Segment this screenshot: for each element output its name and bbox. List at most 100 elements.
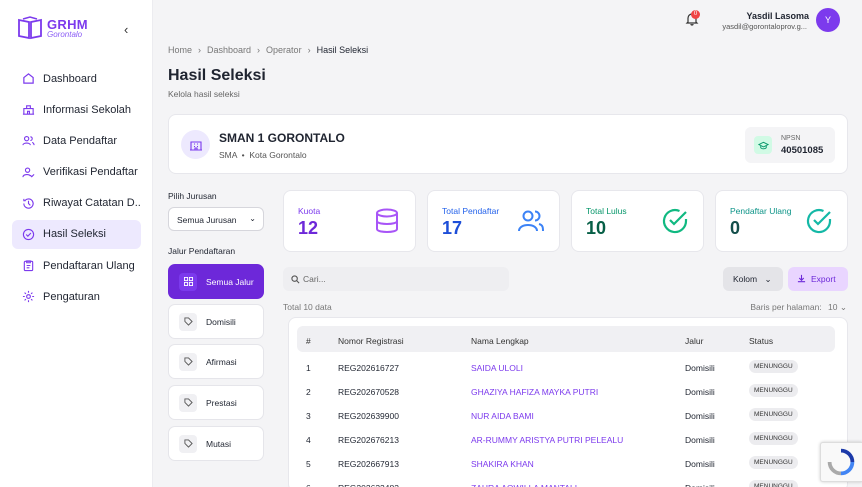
page-subtitle: Kelola hasil seleksi [168,89,240,99]
clipboard-icon [23,260,34,272]
status-badge: MENUNGGU [749,384,798,397]
sidebar-item-informasi-sekolah[interactable]: Informasi Sekolah [12,95,141,124]
rows-per-page-value: 10 [828,302,838,312]
row-nomor-registrasi: REG202676213 [338,435,399,445]
row-index: 6 [306,483,311,487]
sidebar-item-riwayat-catatan[interactable]: Riwayat Catatan D... [12,189,141,218]
sidebar-item-pengaturan[interactable]: Pengaturan [12,282,141,311]
breadcrumb-home[interactable]: Home [168,45,193,55]
sidebar-item-label: Pengaturan [43,290,100,303]
table-header: # Nomor Registrasi Nama Lengkap Jalur St… [297,326,835,352]
table-row[interactable]: 6 REG202633483 ZAHRA AQWILLA MANTALI Domisi… [297,475,835,487]
table-row[interactable]: 3 REG202639900 NUR AIDA BAMI Domisili MENUNG… [297,403,835,427]
stat-value: 10 [586,218,607,238]
row-jalur: Domisili [685,459,715,469]
row-jalur: Domisili [685,435,715,445]
school-name: SMAN 1 GORONTALO [219,131,345,145]
row-nomor-registrasi: REG202667913 [338,459,399,469]
jalur-afirmasi[interactable]: Afirmasi [168,344,264,379]
breadcrumb-dashboard[interactable]: Dashboard [207,45,252,55]
jalur-label-text: Afirmasi [206,356,237,367]
header-jalur[interactable]: Jalur [685,336,704,346]
rows-per-page[interactable]: Baris per halaman: 10 ⌄ [750,302,847,313]
kolom-label: Kolom [733,274,758,284]
logo[interactable]: GRHM Gorontalo [17,16,88,40]
header-status[interactable]: Status [749,336,774,346]
kolom-button[interactable]: Kolom ⌄ [723,267,783,291]
stat-kuota: Kuota 12 [283,190,416,252]
home-icon [23,73,34,84]
jalur-domisili[interactable]: Domisili [168,304,264,339]
graduation-cap-icon [754,136,772,154]
sidebar-item-dashboard[interactable]: Dashboard [12,64,141,93]
jalur-label-text: Prestasi [206,397,237,408]
jurusan-select[interactable]: Semua Jurusan ⌄ [168,207,264,231]
row-nama-lengkap[interactable]: SHAKIRA KHAN [471,459,534,469]
recaptcha-badge[interactable] [820,442,862,482]
breadcrumb-separator-icon: › [307,45,311,55]
table-row[interactable]: 4 REG202676213 AR-RUMMY ARISTYA PUTRI PELE… [297,427,835,451]
stat-pendaftar-ulang: Pendaftar Ulang 0 [715,190,848,252]
school-card: SMAN 1 GORONTALO SMA • Kota Gorontalo NP… [168,114,848,174]
jalur-prestasi[interactable]: Prestasi [168,385,264,420]
users-icon [518,210,544,232]
breadcrumb-operator[interactable]: Operator [266,45,302,55]
sidebar-item-label: Informasi Sekolah [43,103,132,116]
user-check-icon [22,167,35,178]
npsn-label: NPSN [781,135,801,142]
page-title: Hasil Seleksi [168,67,266,84]
row-nama-lengkap[interactable]: NUR AIDA BAMI [471,411,534,421]
sidebar-item-verifikasi-pendaftar[interactable]: Verifikasi Pendaftar [12,158,141,187]
logo-title: GRHM [47,16,88,32]
row-nama-lengkap[interactable]: SAIDA ULOLI [471,363,523,373]
jalur-label: Jalur Pendaftaran [168,246,236,256]
sidebar-item-label: Data Pendaftar [43,134,117,147]
check-circle-icon [662,208,688,234]
stat-label: Total Pendaftar [442,206,500,216]
sidebar-item-data-pendaftar[interactable]: Data Pendaftar [12,126,141,155]
row-nama-lengkap[interactable]: ZAHRA AQWILLA MANTALI [471,483,577,487]
sidebar-item-label: Hasil Seleksi [43,228,106,241]
tag-icon [179,352,197,371]
breadcrumb-separator-icon: › [198,45,202,55]
results-table: # Nomor Registrasi Nama Lengkap Jalur St… [288,317,848,487]
users-icon [22,136,35,146]
row-nama-lengkap[interactable]: AR-RUMMY ARISTYA PUTRI PELEALU [471,435,624,445]
stat-total-pendaftar: Total Pendaftar 17 [427,190,560,252]
stat-value: 17 [442,218,463,238]
jalur-mutasi[interactable]: Mutasi [168,426,264,461]
jalur-label-text: Mutasi [206,438,232,449]
export-button[interactable]: Export [788,267,848,291]
row-jalur: Domisili [685,387,715,397]
export-label: Export [811,274,836,284]
jurusan-value: Semua Jurusan [177,215,237,225]
npsn-value: 40501085 [781,145,824,156]
table-row[interactable]: 1 REG202616727 SAIDA ULOLI Domisili MENUNGGU [297,355,835,379]
search-input[interactable]: Cari... [283,267,509,291]
row-nama-lengkap[interactable]: GHAZIYA HAFIZA MAYKA PUTRI [471,387,599,397]
table-row[interactable]: 2 REG202670528 GHAZIYA HAFIZA MAYKA PUTRI D… [297,379,835,403]
school-city: Kota Gorontalo [249,150,307,160]
status-badge: MENUNGGU [749,456,798,469]
download-icon [797,274,806,283]
row-index: 5 [306,459,311,469]
header-nama-lengkap[interactable]: Nama Lengkap [471,336,529,346]
avatar[interactable]: Y [816,8,840,32]
breadcrumb-current: Hasil Seleksi [316,45,369,55]
sidebar-item-label: Riwayat Catatan D... [43,197,141,210]
search-placeholder: Cari... [303,274,326,284]
school-icon [22,105,35,115]
jalur-semua[interactable]: Semua Jalur [168,264,264,299]
header-nomor-registrasi[interactable]: Nomor Registrasi [338,336,404,346]
database-icon [376,208,398,233]
table-row[interactable]: 5 REG202667913 SHAKIRA KHAN Domisili MENUNGG… [297,451,835,475]
notification-badge: 0 [691,10,700,19]
sidebar-item-hasil-seleksi[interactable]: Hasil Seleksi [12,219,141,249]
sidebar-item-pendaftaran-ulang[interactable]: Pendaftaran Ulang [12,251,141,280]
sidebar-nav: Dashboard Informasi Sekolah Data Pendaft… [12,64,141,314]
tag-icon [179,434,197,453]
header-index[interactable]: # [306,336,311,346]
status-badge: MENUNGGU [749,360,798,373]
row-index: 4 [306,435,311,445]
collapse-sidebar-chevron-icon[interactable]: ‹ [124,22,129,37]
